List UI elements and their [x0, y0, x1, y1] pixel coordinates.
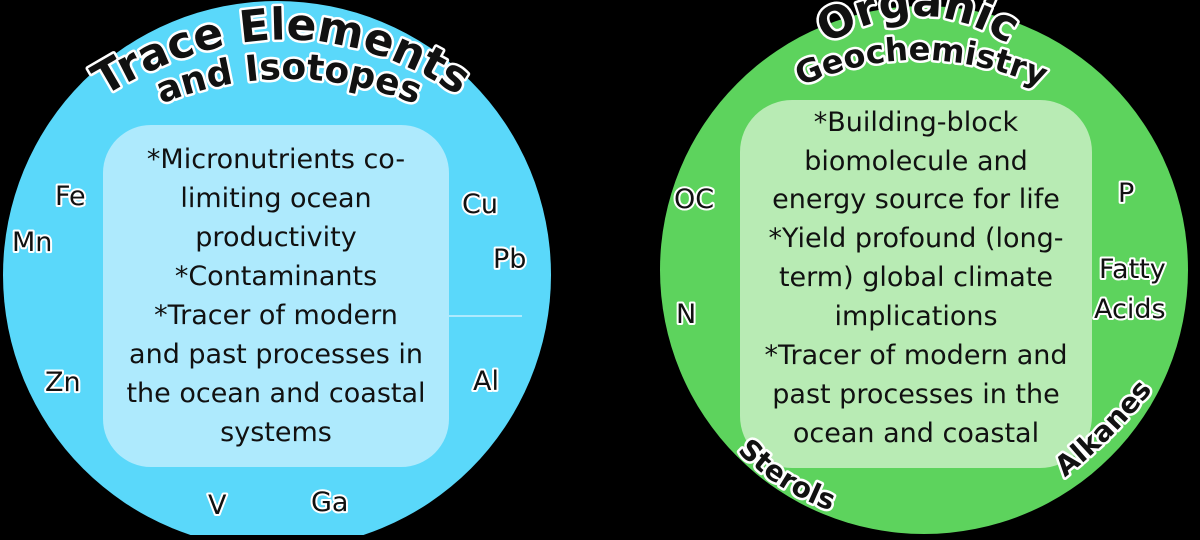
element-fatty-line2: Acids — [1094, 294, 1166, 325]
left-description-box — [103, 125, 449, 467]
right-desc-line-4: *Yield profound (long- — [768, 223, 1063, 254]
left-desc-line-4: *Contaminants — [175, 261, 377, 292]
left-desc-line-8: systems — [220, 417, 332, 448]
right-description-box — [740, 100, 1092, 468]
right-desc-line-9: ocean and coastal — [793, 418, 1039, 449]
element-n: N — [676, 299, 696, 330]
left-desc-line-1: *Micronutrients co- — [147, 144, 405, 175]
element-al: Al — [473, 366, 499, 397]
element-p: P — [1118, 178, 1134, 209]
right-desc-line-6: implications — [834, 301, 997, 332]
element-ga: Ga — [311, 487, 348, 518]
organic-geochemistry-panel: Organic Geochemistry *Building-block bio… — [660, 0, 1188, 534]
right-desc-line-2: biomolecule and — [804, 146, 1028, 177]
element-fatty-line1: Fatty — [1099, 254, 1166, 285]
left-desc-line-7: the ocean and coastal — [126, 378, 425, 409]
element-v: V — [208, 490, 227, 521]
element-mn: Mn — [12, 227, 52, 258]
right-desc-line-7: *Tracer of modern and — [764, 340, 1067, 371]
trace-elements-panel: Trace Elements and Isotopes *Micronutrie… — [3, 0, 551, 540]
left-desc-line-3: productivity — [195, 222, 356, 253]
element-cu: Cu — [462, 189, 498, 220]
right-desc-line-3: energy source for life — [772, 184, 1060, 215]
element-zn: Zn — [45, 367, 81, 398]
left-desc-line-6: and past processes in — [129, 339, 423, 370]
element-fe: Fe — [55, 181, 86, 212]
right-desc-line-8: past processes in the — [772, 379, 1059, 410]
element-oc: OC — [674, 184, 714, 215]
left-desc-line-2: limiting ocean — [180, 183, 371, 214]
element-pb: Pb — [493, 244, 526, 275]
right-desc-line-5: term) global climate — [779, 262, 1053, 293]
right-desc-line-1: *Building-block — [814, 107, 1019, 138]
left-desc-line-5: *Tracer of modern — [154, 300, 398, 331]
